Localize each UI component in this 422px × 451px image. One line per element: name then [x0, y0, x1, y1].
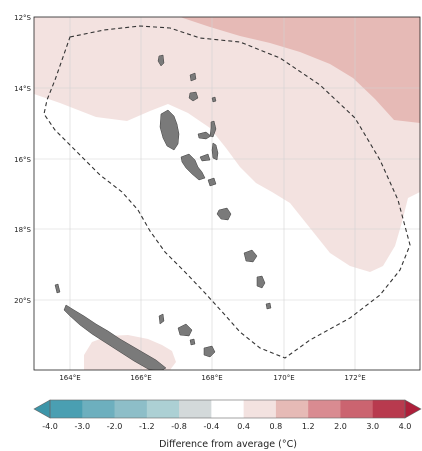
island-aneityum — [265, 302, 272, 310]
colorbar: -4.0 -3.0 -2.0 -1.2 -0.8 -0.4 0.4 0.8 1.2 2.0 3.0 4… — [33, 399, 422, 450]
island-vanua-lava — [189, 72, 197, 82]
island-mare — [203, 345, 216, 358]
lat-label-14s: 14°S — [14, 85, 31, 93]
colorbar-swatch — [211, 400, 245, 418]
colorbar-swatch — [243, 400, 277, 418]
lat-label-20s: 20°S — [14, 297, 31, 305]
island-gaua — [188, 91, 199, 102]
lon-label-164e: 164°E — [59, 374, 80, 382]
plot-area — [34, 17, 420, 370]
colorbar-swatch — [50, 400, 83, 418]
colorbar-tick-label: -2.0 — [107, 422, 123, 431]
colorbar-tick-label: -0.8 — [171, 422, 187, 431]
lon-label-172e: 172°E — [344, 374, 365, 382]
colorbar-tick-label: 3.0 — [366, 422, 379, 431]
colorbar-tick-label: 2.0 — [334, 422, 347, 431]
island-new-caledonia — [63, 304, 167, 370]
island-torres — [157, 54, 165, 67]
colorbar-swatch — [114, 400, 148, 418]
island-mere-lava — [211, 96, 217, 103]
colorbar-swatches — [50, 400, 406, 418]
colorbar-under-arrow — [33, 399, 51, 419]
land — [54, 54, 272, 370]
colorbar-tick-label: 4.0 — [399, 422, 412, 431]
island-pentecost — [211, 142, 219, 161]
island-ambrym — [199, 153, 211, 162]
colorbar-swatch — [340, 400, 374, 418]
colorbar-swatch — [308, 400, 341, 418]
colorbar-frame — [49, 399, 406, 419]
anomaly-region-light — [34, 17, 420, 272]
colorbar-over-arrow — [404, 399, 422, 419]
island-erromango — [243, 249, 258, 263]
colorbar-swatch — [146, 400, 180, 418]
colorbar-tick-label: -3.0 — [74, 422, 90, 431]
lat-label-18s: 18°S — [14, 226, 31, 234]
colorbar-tick-label: -0.4 — [204, 422, 220, 431]
island-malekula — [180, 153, 206, 181]
island-maewo — [209, 120, 217, 138]
map-frame — [33, 16, 421, 371]
lat-label-12s: 12°S — [14, 14, 31, 22]
colorbar-tick-label: 1.2 — [302, 422, 315, 431]
colorbar-tick-label: -1.2 — [139, 422, 155, 431]
island-tanna — [256, 275, 266, 289]
island-efate — [216, 207, 232, 221]
colorbar-ticks: -4.0 -3.0 -2.0 -1.2 -0.8 -0.4 0.4 0.8 1.2 2.0 3.0 4… — [42, 422, 411, 431]
colorbar-swatch — [372, 400, 406, 418]
island-epi — [207, 177, 217, 187]
colorbar-swatch — [275, 400, 309, 418]
island-espiritu-santo — [159, 109, 180, 151]
lat-label-16s: 16°S — [14, 156, 31, 164]
island-lifou — [177, 323, 193, 337]
colorbar-tick-label: -4.0 — [42, 422, 58, 431]
lon-label-166e: 166°E — [130, 374, 151, 382]
latitude-labels: 12°S 14°S 16°S 18°S 20°S — [14, 14, 31, 305]
colorbar-tick-label: 0.4 — [237, 422, 250, 431]
lon-label-170e: 170°E — [273, 374, 294, 382]
island-tiga — [189, 338, 196, 346]
colorbar-title: Difference from average (°C) — [159, 439, 297, 450]
colorbar-tick-label: 0.8 — [270, 422, 283, 431]
island-ouvea — [158, 313, 165, 325]
eez-boundary — [43, 25, 411, 359]
colorbar-swatch — [179, 400, 212, 418]
lon-label-168e: 168°E — [201, 374, 222, 382]
longitude-labels: 164°E 166°E 168°E 170°E 172°E — [59, 374, 365, 382]
island-belep — [54, 283, 61, 294]
island-ambae — [197, 131, 212, 140]
colorbar-swatch — [82, 400, 115, 418]
anomaly-region-medium — [180, 17, 420, 123]
